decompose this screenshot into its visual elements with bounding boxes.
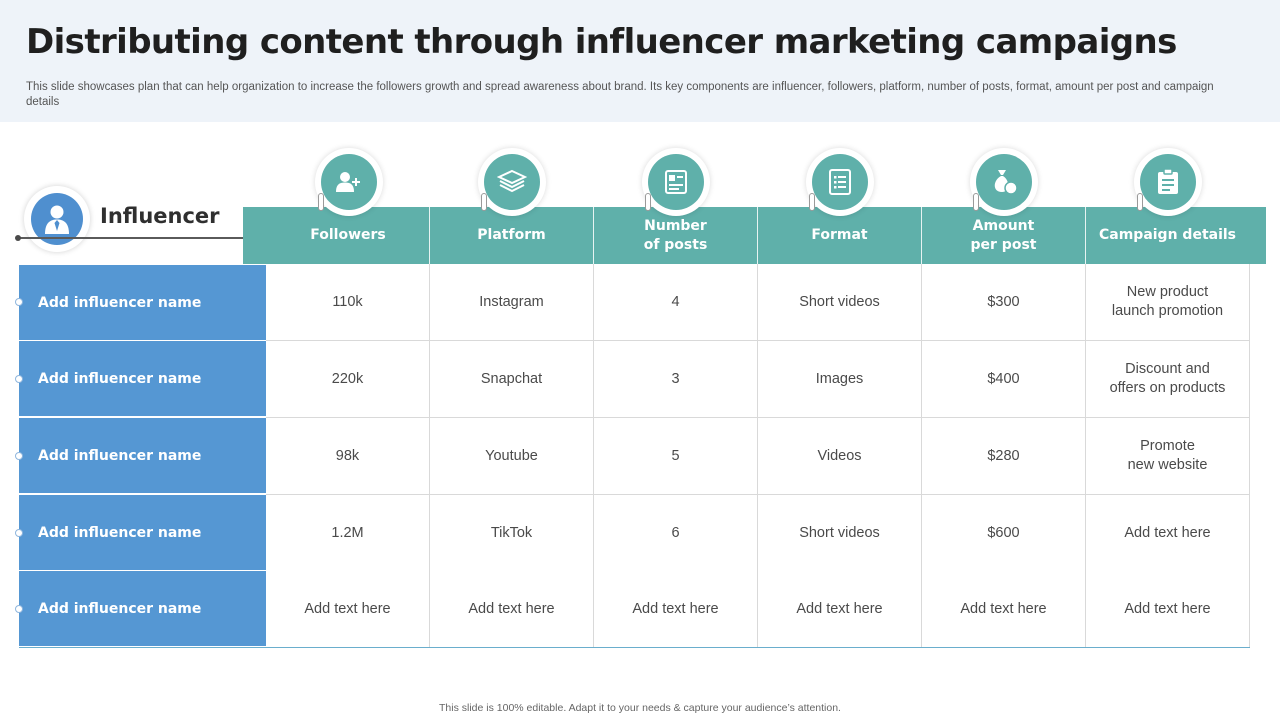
table-cell-platform: Add text here [430,571,594,648]
column-header-platform: Platform [477,227,546,243]
table-cell-platform: Snapchat [430,341,594,418]
row-bullet [15,529,23,537]
table-cell-followers: 110k [266,264,430,341]
document-list-icon [812,154,868,210]
table-cell-posts: 6 [594,495,758,572]
table-cell-posts: Add text here [594,571,758,648]
table-cell-campaign: New product launch promotion [1086,264,1250,341]
table-bottom-border [19,647,1250,648]
table-cell-followers: 220k [266,341,430,418]
table-cell-platform: Youtube [430,418,594,495]
layers-icon [484,154,540,210]
influencer-name-cell: Add influencer name [19,418,266,494]
pin-clip [1137,193,1143,211]
header-separator [1085,207,1086,264]
table-cell-amount: $400 [922,341,1086,418]
connector-dot-left [15,235,21,241]
header-band [0,0,1280,122]
row-bullet [15,452,23,460]
person-icon [31,193,83,245]
pin-clip [318,193,324,211]
table-cell-format: Images [758,341,922,418]
slide-subtitle: This slide showcases plan that can help … [26,81,1214,108]
table-cell-amount: Add text here [922,571,1086,648]
header-separator [593,207,594,264]
table-cell-followers: Add text here [266,571,430,648]
row-bullet [15,605,23,613]
table-cell-amount: $600 [922,495,1086,572]
table-cell-platform: TikTok [430,495,594,572]
table-cell-format: Videos [758,418,922,495]
header-separator [921,207,922,264]
column-header-bar [243,207,1266,264]
slide-footer: This slide is 100% editable. Adapt it to… [439,702,841,714]
table-cell-platform: Instagram [430,264,594,341]
table-cell-campaign: Add text here [1086,495,1250,572]
pin-clip [481,193,487,211]
row-bullet [15,298,23,306]
header-separator [757,207,758,264]
table-cell-format: Short videos [758,264,922,341]
clipboard-icon [1140,154,1196,210]
influencer-name-cell: Add influencer name [19,265,266,341]
column-header-amount-per-post: Amount per post [970,217,1037,253]
row-bullet [15,375,23,383]
table-cell-format: Add text here [758,571,922,648]
table-cell-amount: $300 [922,264,1086,341]
influencer-name-cell: Add influencer name [19,341,266,417]
header-separator [429,207,430,264]
influencer-label: Influencer [100,204,220,228]
column-header-format: Format [811,227,868,243]
table-cell-campaign: Promote new website [1086,418,1250,495]
table-cell-amount: $280 [922,418,1086,495]
slide-title: Distributing content through influencer … [26,22,1177,62]
money-bag-icon [976,154,1032,210]
column-header-campaign-details: Campaign details [1098,227,1237,243]
column-header-followers: Followers [310,227,386,243]
influencer-name-cell: Add influencer name [19,571,266,647]
pin-clip [973,193,979,211]
table-cell-followers: 98k [266,418,430,495]
pin-clip [645,193,651,211]
add-user-icon [321,154,377,210]
table-cell-posts: 5 [594,418,758,495]
column-header-number-of-posts: Number of posts [643,217,708,253]
table-cell-posts: 3 [594,341,758,418]
table-cell-campaign: Discount and offers on products [1086,341,1250,418]
influencer-name-cell: Add influencer name [19,495,266,571]
posts-icon [648,154,704,210]
table-cell-followers: 1.2M [266,495,430,572]
table-cell-format: Short videos [758,495,922,572]
table-cell-posts: 4 [594,264,758,341]
table-cell-campaign: Add text here [1086,571,1250,648]
influencer-connector-line [18,237,249,239]
pin-clip [809,193,815,211]
